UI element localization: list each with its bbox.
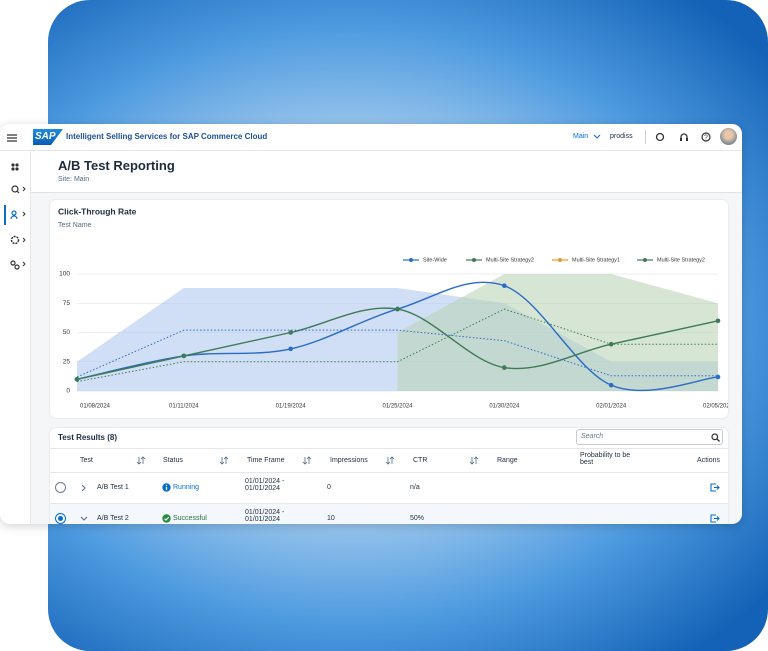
x-tick-label: 01/08/2024 bbox=[80, 404, 111, 410]
column-header: Actions bbox=[697, 457, 720, 464]
y-tick-label: 100 bbox=[59, 271, 70, 278]
legend-swatch bbox=[558, 258, 562, 262]
expand-icon[interactable] bbox=[81, 484, 87, 492]
y-tick-label: 25 bbox=[63, 358, 71, 365]
point bbox=[502, 365, 507, 370]
point bbox=[74, 377, 80, 382]
legend-swatch bbox=[643, 258, 647, 262]
shell-bar: SAP Intelligent Selling Services for SAP… bbox=[0, 124, 742, 151]
column-header: Status bbox=[163, 457, 183, 464]
x-tick-label: 01/30/2024 bbox=[489, 404, 520, 410]
cell: 50% bbox=[410, 515, 425, 522]
cell: 10 bbox=[327, 515, 335, 522]
cell: Running bbox=[173, 484, 200, 491]
avatar[interactable] bbox=[720, 128, 737, 145]
x-tick-label: 02/01/2024 bbox=[596, 404, 627, 410]
legend-label: Multi-Site Strategy2 bbox=[486, 257, 534, 263]
menu-icon bbox=[7, 134, 17, 142]
help-button[interactable]: ? bbox=[701, 132, 711, 142]
cell: 01/01/2024 - 01/01/2024 bbox=[245, 509, 285, 523]
search-placeholder: Search bbox=[581, 433, 604, 440]
x-tick-label: 01/19/2024 bbox=[276, 404, 307, 410]
divider bbox=[50, 472, 728, 473]
sort-icons bbox=[136, 456, 479, 465]
x-tick-label: 01/11/2024 bbox=[169, 404, 199, 410]
legend-label: Multi-Site Strategy1 bbox=[572, 257, 620, 263]
support-button[interactable] bbox=[679, 132, 689, 142]
column-header: CTR bbox=[413, 457, 428, 464]
legend-swatch bbox=[472, 258, 476, 262]
collapse-icon[interactable] bbox=[80, 516, 88, 522]
line bbox=[76, 308, 718, 383]
area bbox=[397, 274, 718, 391]
point bbox=[608, 382, 614, 388]
line bbox=[76, 329, 718, 378]
chart-title: Click-Through Rate bbox=[58, 206, 137, 216]
page-header: A/B Test Reporting Site: Main bbox=[31, 151, 742, 193]
point bbox=[288, 346, 293, 352]
x-tick-label: 02/05/2024 bbox=[703, 404, 728, 410]
cell: 0 bbox=[327, 484, 331, 491]
y-tick-label: 50 bbox=[63, 329, 71, 336]
divider bbox=[50, 448, 728, 449]
page-subtitle: Site: Main bbox=[58, 176, 90, 183]
sap-logo: SAP bbox=[33, 129, 63, 145]
page-title: A/B Test Reporting bbox=[58, 158, 175, 173]
point bbox=[715, 318, 721, 324]
chart-card: Click-Through Rate Test Name 0 25 50 75 100 0… bbox=[50, 200, 734, 418]
table-row[interactable]: A/B Test 2 Successful 01/01/2024 - 01/01… bbox=[50, 504, 728, 524]
point bbox=[395, 306, 400, 312]
side-nav bbox=[0, 151, 31, 524]
action-button[interactable] bbox=[710, 514, 720, 523]
chevron bbox=[593, 134, 601, 139]
point bbox=[288, 330, 293, 335]
product-name: Intelligent Selling Services for SAP Com… bbox=[66, 132, 268, 141]
cell: A/B Test 2 bbox=[97, 515, 129, 522]
legend-label: Multi-Site Strategy2 bbox=[657, 257, 705, 263]
divider bbox=[50, 503, 728, 504]
divider bbox=[645, 130, 646, 144]
column-header: Time Frame bbox=[247, 457, 285, 464]
cell: Successful bbox=[173, 515, 207, 522]
point bbox=[181, 353, 187, 359]
radio[interactable] bbox=[55, 482, 66, 493]
legend-swatch bbox=[409, 258, 413, 262]
cell: n/a bbox=[410, 484, 420, 491]
point bbox=[502, 283, 507, 288]
y-tick-label: 0 bbox=[66, 388, 70, 395]
legend-label: Site-Wide bbox=[423, 257, 447, 263]
svg-text:?: ? bbox=[704, 135, 708, 142]
table-card: Test Results (8) Search Test Status Time… bbox=[50, 428, 728, 524]
column-header: Impressions bbox=[330, 457, 368, 464]
x-tick-label: 01/25/2024 bbox=[382, 404, 413, 410]
side-nav-icons bbox=[4, 163, 26, 270]
cell: A/B Test 1 bbox=[97, 484, 129, 491]
user-name: prodiss bbox=[610, 133, 633, 140]
status-icon bbox=[162, 483, 171, 492]
column-header: Range bbox=[497, 457, 518, 464]
table-row[interactable]: A/B Test 1 Running 01/01/2024 - 01/01/20… bbox=[50, 473, 728, 503]
radio-selected[interactable] bbox=[55, 513, 66, 524]
status-icon bbox=[162, 514, 171, 523]
menu-button[interactable] bbox=[6, 131, 18, 143]
site-select[interactable]: Main bbox=[573, 133, 589, 140]
search-icon bbox=[711, 433, 720, 442]
notifications-button[interactable] bbox=[655, 132, 665, 142]
table-title: Test Results (8) bbox=[58, 433, 117, 442]
chart: Click-Through Rate Test Name 0 25 50 75 100 0… bbox=[58, 206, 734, 410]
chart-subtitle: Test Name bbox=[58, 222, 92, 229]
action-button[interactable] bbox=[710, 483, 720, 492]
y-tick-label: 75 bbox=[63, 300, 71, 307]
column-header: Test bbox=[80, 457, 93, 464]
app-window: SAP Intelligent Selling Services for SAP… bbox=[0, 124, 742, 524]
column-header: Probability to be best bbox=[580, 452, 631, 466]
cell: 01/01/2024 - 01/01/2024 bbox=[245, 478, 285, 492]
search-field[interactable]: Search bbox=[576, 429, 723, 445]
